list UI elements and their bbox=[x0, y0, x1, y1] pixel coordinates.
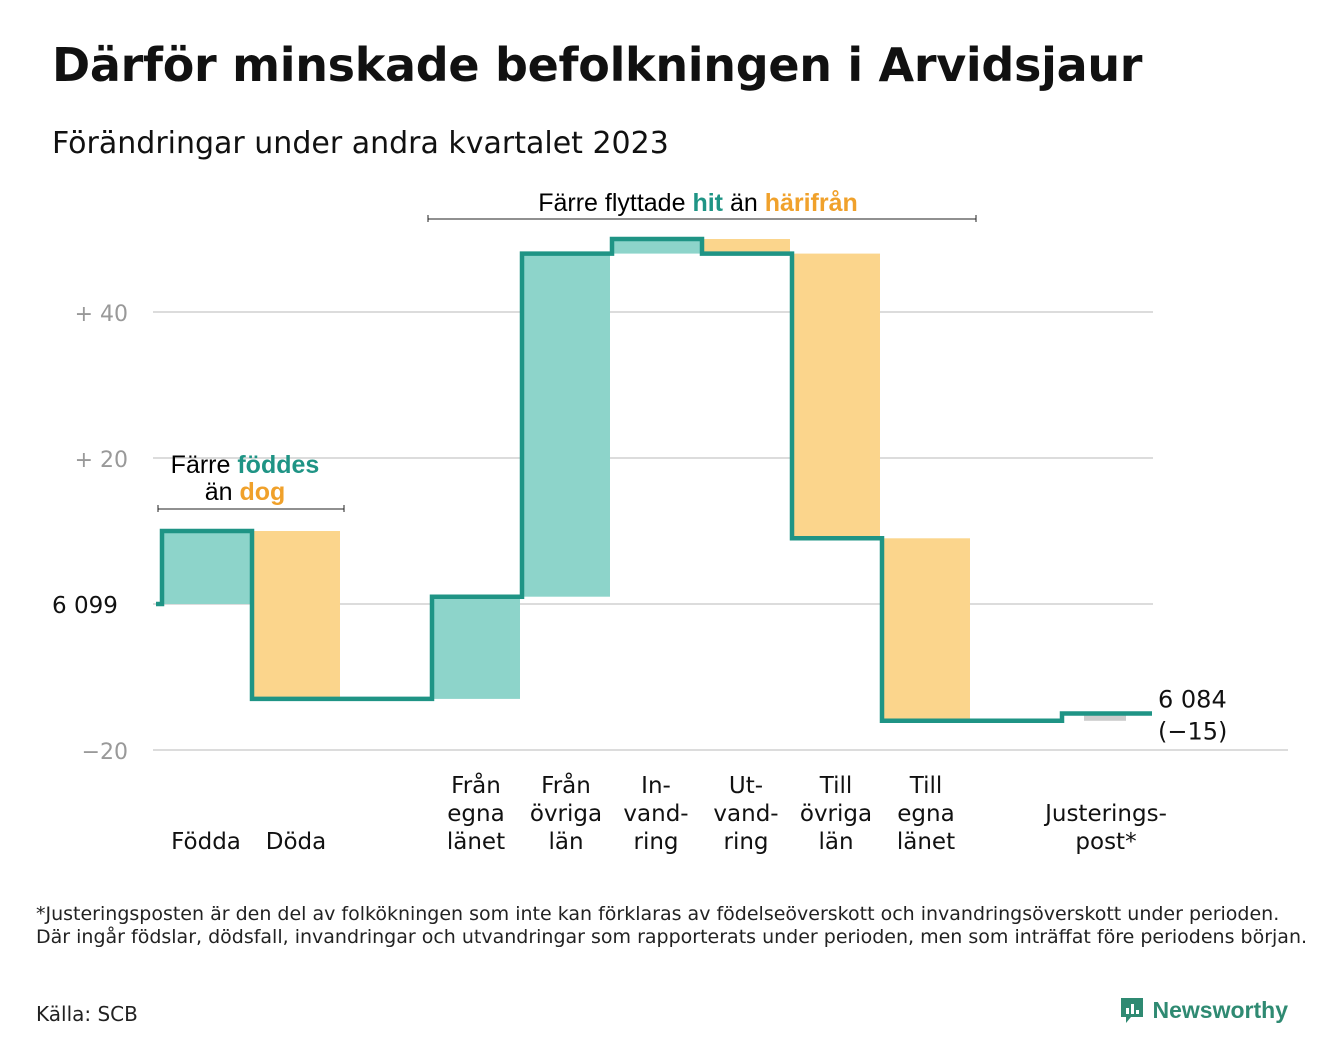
x-category-label: Från bbox=[541, 771, 591, 799]
migration-annotation-harifran: härifrån bbox=[765, 189, 858, 217]
waterfall-bar bbox=[792, 253, 880, 539]
x-category-label: övriga bbox=[530, 801, 602, 827]
waterfall-bar bbox=[882, 538, 970, 721]
y-tick-label: 6 099 bbox=[52, 593, 118, 619]
births-annotation-line1: Färre föddes bbox=[171, 451, 320, 479]
labels-layer: Födda DödaFrånegnalänetFrånövrigalänIn-va… bbox=[171, 686, 1227, 856]
x-category-label: ring bbox=[633, 829, 678, 855]
births-bracket bbox=[157, 505, 345, 512]
migration-annotation-text: Färre flyttade hit än härifrån bbox=[538, 189, 858, 217]
newsworthy-logo-icon bbox=[1120, 998, 1143, 1023]
source-label: Källa: SCB bbox=[36, 1002, 138, 1026]
x-category-label: ring bbox=[723, 829, 768, 855]
waterfall-bar bbox=[522, 253, 610, 597]
footnote: *Justeringsposten är den del av folkökni… bbox=[36, 903, 1308, 948]
waterfall-bar bbox=[432, 596, 520, 699]
end-value-label: 6 084 bbox=[1158, 686, 1227, 714]
y-tick-label: + 40 bbox=[75, 302, 128, 327]
x-category-label: Från bbox=[451, 771, 501, 799]
x-category-label: övriga bbox=[800, 801, 872, 827]
x-category-label: vand- bbox=[713, 801, 778, 827]
migration-annotation: Färre flyttade hit än härifrån bbox=[427, 189, 977, 222]
chart-title: Därför minskade befolkningen i Arvidsjau… bbox=[52, 38, 1143, 92]
x-category-label: Ut- bbox=[729, 773, 763, 799]
x-category-label: Födda bbox=[171, 829, 241, 855]
deaths-annotation-highlight: dog bbox=[239, 478, 285, 506]
bars-layer bbox=[162, 239, 1126, 721]
x-category-label: länet bbox=[897, 829, 955, 855]
y-tick-label: + 20 bbox=[75, 448, 128, 473]
x-category-label: länet bbox=[447, 829, 505, 855]
x-category-label: Till bbox=[909, 773, 943, 799]
waterfall-bar bbox=[702, 239, 790, 254]
brand-logo: Newsworthy bbox=[1119, 996, 1288, 1024]
x-category-label: post* bbox=[1075, 829, 1136, 855]
y-tick-label: −20 bbox=[82, 740, 128, 765]
waterfall-bar bbox=[252, 531, 340, 699]
x-category-label: egna bbox=[897, 801, 954, 827]
waterfall-chart: + 40+ 206 099−20 Födda DödaFrånegnalänetF… bbox=[52, 189, 1288, 856]
chart-subtitle: Förändringar under andra kvartalet 2023 bbox=[52, 126, 669, 161]
x-category-label: In- bbox=[641, 773, 671, 799]
births-annotation: Färre föddes än dog bbox=[157, 451, 345, 512]
waterfall-bar bbox=[1084, 713, 1126, 721]
x-category-label: egna bbox=[447, 801, 504, 827]
x-category-label: län bbox=[548, 829, 583, 855]
waterfall-bar bbox=[162, 531, 250, 604]
grid-layer: + 40 + 20 6 099 −20 bbox=[52, 302, 1288, 765]
x-category-label: Till bbox=[819, 773, 853, 799]
births-annotation-highlight: föddes bbox=[237, 451, 319, 479]
migration-annotation-hit: hit bbox=[692, 189, 723, 217]
brand-name: Newsworthy bbox=[1152, 996, 1288, 1023]
x-category-label: Justerings- bbox=[1043, 801, 1167, 827]
migration-bracket bbox=[427, 215, 977, 222]
waterfall-bar bbox=[612, 239, 700, 254]
x-category-label: vand- bbox=[623, 801, 688, 827]
births-annotation-line2: än dog bbox=[205, 478, 286, 506]
x-category-label: län bbox=[818, 829, 853, 855]
running-total-line bbox=[156, 236, 1152, 724]
x-category-label: Döda bbox=[266, 829, 326, 855]
end-change-label: (−15) bbox=[1158, 718, 1227, 746]
